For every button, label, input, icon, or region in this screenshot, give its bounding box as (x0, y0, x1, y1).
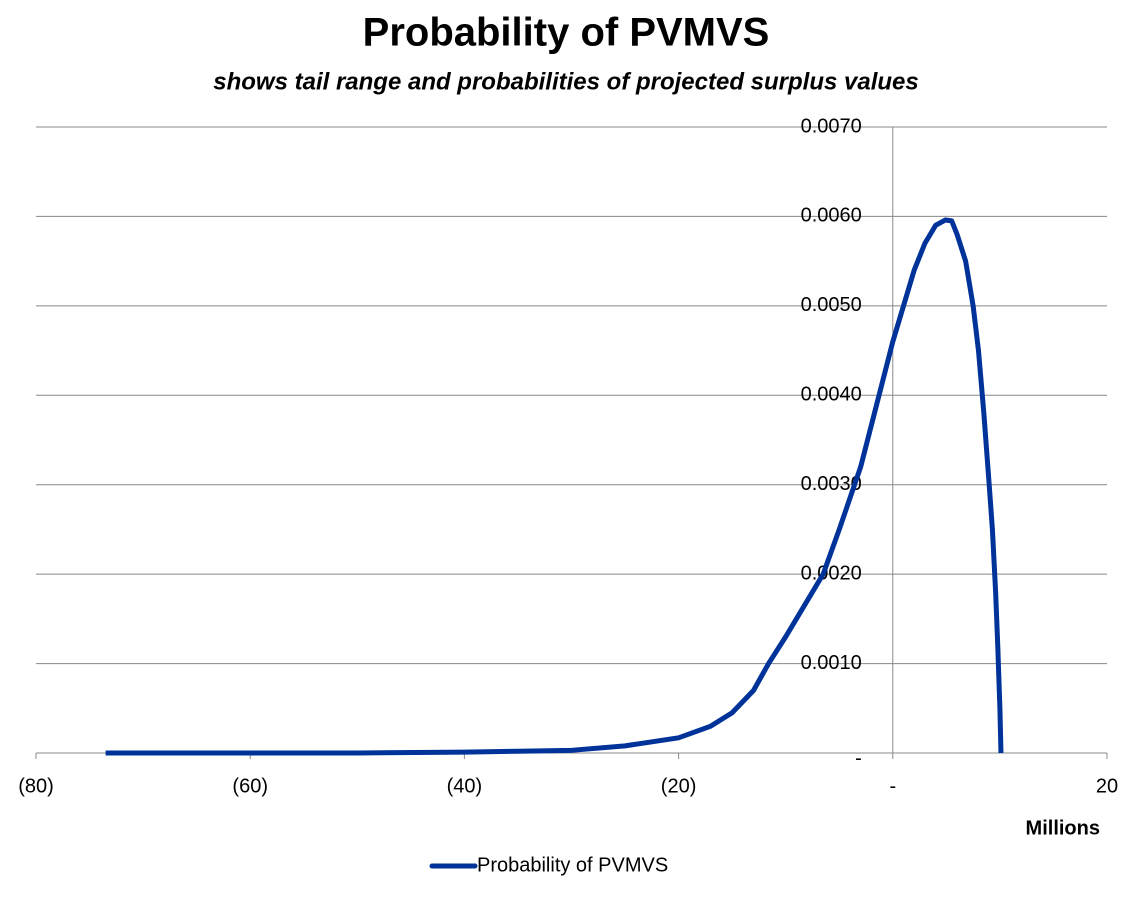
x-axis-title: Millions (1026, 817, 1100, 839)
chart-title: Probability of PVMVS (363, 11, 770, 55)
y-tick-label: 0.0030 (801, 473, 862, 495)
y-tick-label: 0.0020 (801, 562, 862, 584)
y-tick-label: 0.0010 (801, 652, 862, 674)
x-tick-label: (20) (661, 775, 697, 797)
y-tick-label: 0.0070 (801, 115, 862, 137)
y-tick-label: - (855, 747, 862, 769)
y-tick-label: 0.0050 (801, 294, 862, 316)
line-series (105, 217, 1004, 756)
y-tick-label: 0.0040 (801, 384, 862, 406)
x-tick-label: (80) (18, 775, 54, 797)
y-tick-label: 0.0060 (801, 205, 862, 227)
legend-label: Probability of PVMVS (477, 854, 668, 876)
x-tick-label: - (889, 775, 896, 797)
x-tick-label: (60) (232, 775, 268, 797)
x-tick-label: 20 (1096, 775, 1118, 797)
x-tick-label: (40) (447, 775, 483, 797)
chart-subtitle: shows tail range and probabilities of pr… (213, 68, 919, 95)
